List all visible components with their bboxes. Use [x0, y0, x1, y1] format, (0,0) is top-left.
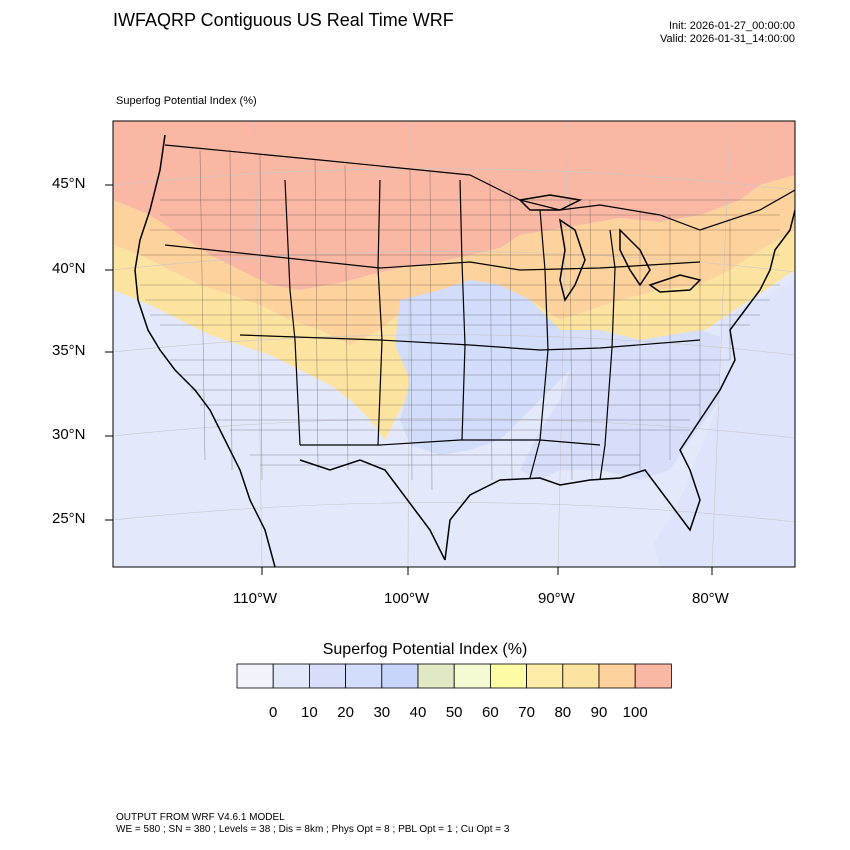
- region-gulf: [440, 480, 660, 567]
- legend-swatch: [417, 663, 455, 689]
- init-time: Init: 2026-01-27_00:00:00: [669, 20, 795, 32]
- legend-label: 40: [409, 704, 427, 721]
- lon-label-100: 100°W: [384, 590, 430, 607]
- legend-swatch: [489, 663, 527, 689]
- legend-label: 100: [622, 704, 648, 721]
- legend-label: 30: [373, 704, 391, 721]
- legend-swatch: [526, 663, 564, 689]
- legend-swatch: [598, 663, 636, 689]
- region-orange: [113, 175, 795, 345]
- legend-label: 10: [301, 704, 318, 721]
- legend-swatch: [345, 663, 383, 689]
- region-north-high: [113, 121, 795, 290]
- graticule: [113, 121, 795, 567]
- time-info: Init: 2026-01-27_00:00:00 Valid: 2026-01…: [660, 20, 795, 46]
- figure-title: IWFAQRP Contiguous US Real Time WRF: [113, 10, 454, 30]
- legend-label: 80: [554, 704, 572, 721]
- legend-swatch: [453, 663, 491, 689]
- map-field: [113, 121, 795, 567]
- legend-swatch: [308, 663, 346, 689]
- region-southwest-low: [113, 290, 420, 567]
- legend-swatch: [634, 663, 672, 689]
- county-lines: [140, 149, 780, 491]
- legend-colorbar: [236, 663, 672, 689]
- legend-swatch: [562, 663, 600, 689]
- footer-line-1: OUTPUT FROM WRF V4.6.1 MODEL: [116, 812, 285, 823]
- lon-label-110: 110°W: [233, 590, 278, 607]
- legend-label: 90: [590, 704, 608, 721]
- footer-line-2: WE = 580 ; SN = 380 ; Levels = 38 ; Dis …: [116, 824, 510, 835]
- legend-title: Superfog Potential Index (%): [322, 641, 528, 658]
- model-footer: OUTPUT FROM WRF V4.6.1 MODEL WE = 580 ; …: [116, 812, 509, 836]
- lat-label-45: 45°N: [52, 175, 86, 192]
- lat-label-35: 35°N: [52, 342, 86, 359]
- lon-label-80: 80°W: [692, 590, 729, 607]
- legend-label: 60: [482, 704, 499, 721]
- lat-label-25: 25°N: [52, 510, 86, 527]
- lon-label-90: 90°W: [538, 590, 575, 607]
- legend-swatch: [236, 663, 274, 689]
- legend-swatch: [381, 663, 419, 689]
- lat-label-40: 40°N: [52, 260, 86, 277]
- axis-ticks: [105, 184, 713, 575]
- legend-label: 70: [518, 704, 535, 721]
- valid-time: Valid: 2026-01-31_14:00:00: [660, 33, 795, 45]
- legend-label: 20: [337, 704, 354, 721]
- legend-label: 0: [269, 704, 278, 721]
- region-central-low: [395, 280, 580, 455]
- legend-swatch: [272, 663, 310, 689]
- lat-label-30: 30°N: [52, 426, 86, 443]
- legend-label: 50: [445, 704, 463, 721]
- map-subtitle: Superfog Potential Index (%): [116, 95, 257, 107]
